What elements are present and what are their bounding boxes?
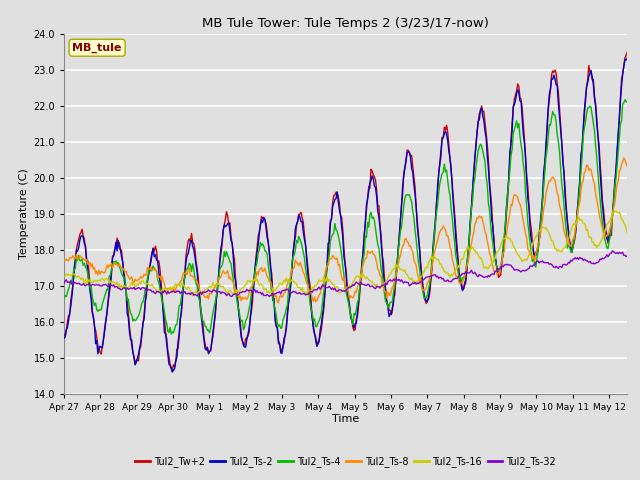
Text: MB_tule: MB_tule [72, 43, 122, 53]
Legend: Tul2_Tw+2, Tul2_Ts-2, Tul2_Ts-4, Tul2_Ts-8, Tul2_Ts-16, Tul2_Ts-32: Tul2_Tw+2, Tul2_Ts-2, Tul2_Ts-4, Tul2_Ts… [131, 453, 560, 471]
X-axis label: Time: Time [332, 414, 359, 424]
Title: MB Tule Tower: Tule Temps 2 (3/23/17-now): MB Tule Tower: Tule Temps 2 (3/23/17-now… [202, 17, 489, 30]
Y-axis label: Temperature (C): Temperature (C) [19, 168, 29, 259]
